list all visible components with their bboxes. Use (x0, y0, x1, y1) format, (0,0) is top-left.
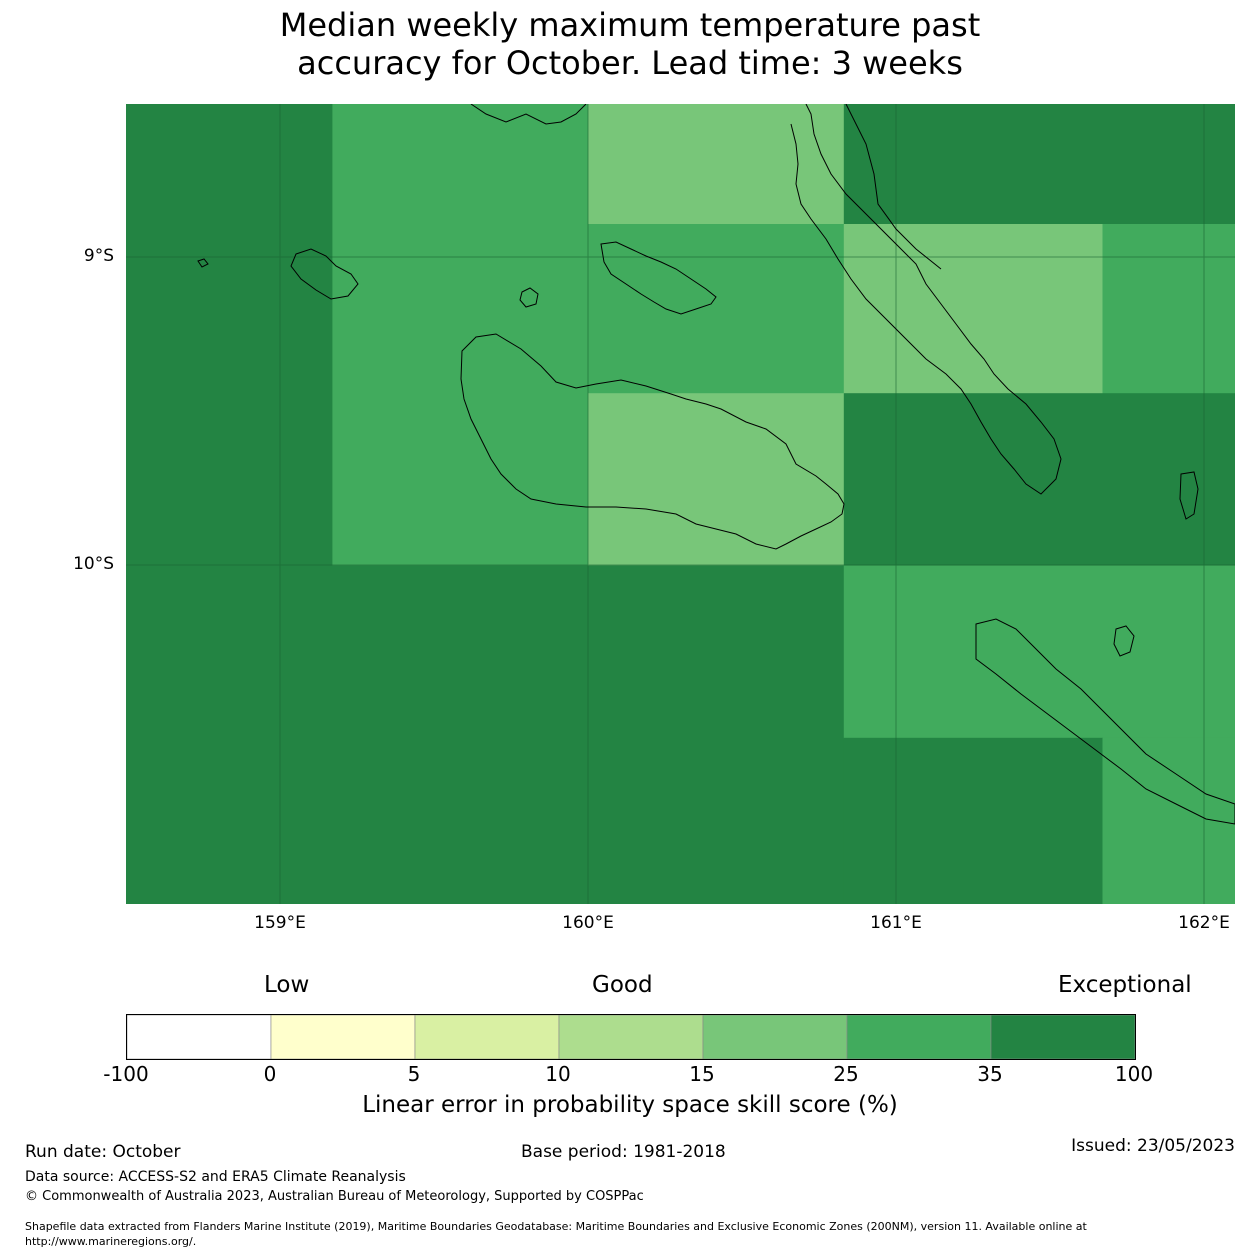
colorbar-tick: 35 (977, 1062, 1003, 1086)
colorbar-segment-5 (846, 1014, 992, 1060)
run-date: Run date: October (25, 1142, 181, 1162)
coastline-savo (519, 287, 539, 308)
shapefile-credit-line-1: Shapefile data extracted from Flanders M… (25, 1220, 1087, 1233)
colorbar-segment-3 (558, 1014, 704, 1060)
colorbar-tick: 10 (545, 1062, 571, 1086)
grid-cell-12 (1102, 737, 1235, 904)
coastline-west-islet (197, 258, 209, 268)
colorbar-tick: 100 (1114, 1062, 1154, 1086)
legend-category-low: Low (264, 972, 310, 998)
grid-cell-1 (332, 104, 589, 566)
coastline-makira (975, 618, 1235, 825)
colorbar (126, 1014, 1136, 1060)
grid-cell-6 (843, 224, 1104, 394)
data-source: Data source: ACCESS-S2 and ERA5 Climate … (25, 1169, 406, 1185)
colorbar-segment-6 (990, 1014, 1136, 1060)
coastline-guadalcanal (460, 333, 845, 550)
grid-cell-3 (588, 224, 845, 394)
legend-category-exceptional: Exceptional (1058, 972, 1192, 998)
lat-label-10s: 10°S (73, 554, 114, 574)
title-line-1: Median weekly maximum temperature past (279, 6, 981, 44)
grid-cell-7 (1102, 224, 1235, 394)
copyright: © Commonwealth of Australia 2023, Austra… (25, 1189, 644, 1204)
grid-cell-8 (843, 393, 1235, 566)
colorbar-tick: 0 (263, 1062, 277, 1086)
lon-label-160e: 160°E (562, 913, 614, 933)
colorbar-segment-1 (270, 1014, 416, 1060)
grid-cell-9 (126, 565, 845, 904)
colorbar-tick: -100 (103, 1062, 149, 1086)
colorbar-segment-2 (414, 1014, 560, 1060)
legend-category-good: Good (592, 972, 653, 998)
title-line-2: accuracy for October. Lead time: 3 weeks (297, 44, 963, 82)
colorbar-border (126, 1014, 1136, 1060)
graticule (126, 104, 1235, 904)
coastline-russell-islands (290, 248, 359, 300)
skill-map (126, 104, 1235, 904)
lon-label-162e: 162°E (1178, 913, 1230, 933)
grid-cell-5 (843, 104, 1235, 225)
grid-cells (126, 104, 1235, 904)
coastline-north-east (845, 104, 942, 270)
colorbar-tick: 15 (689, 1062, 715, 1086)
colorbar-segment-0 (126, 1014, 272, 1060)
coastline-malaita (790, 104, 1062, 495)
coastline-florida-islands (600, 241, 717, 315)
colorbar-segment-4 (702, 1014, 848, 1060)
issued-date: Issued: 23/05/2023 (1071, 1136, 1235, 1156)
coastline-north-islands (470, 104, 587, 125)
lon-label-161e: 161°E (870, 913, 922, 933)
grid-cell-4 (588, 393, 845, 566)
colorbar-tick: 25 (833, 1062, 859, 1086)
coastlines (197, 104, 1235, 825)
grid-cell-0 (126, 104, 333, 566)
coastline-ugi-island (1113, 625, 1135, 657)
colorbar-title: Linear error in probability space skill … (362, 1092, 898, 1118)
base-period: Base period: 1981-2018 (521, 1142, 726, 1162)
coastline-small-island-east (1179, 471, 1199, 520)
map-title: Median weekly maximum temperature past a… (0, 6, 1260, 82)
grid-cell-2 (588, 104, 845, 225)
lon-label-159e: 159°E (254, 913, 306, 933)
shapefile-credit-line-2: http://www.marineregions.org/. (25, 1235, 197, 1248)
grid-cell-11 (843, 737, 1104, 904)
lat-label-9s: 9°S (83, 246, 114, 266)
colorbar-tick: 5 (407, 1062, 421, 1086)
